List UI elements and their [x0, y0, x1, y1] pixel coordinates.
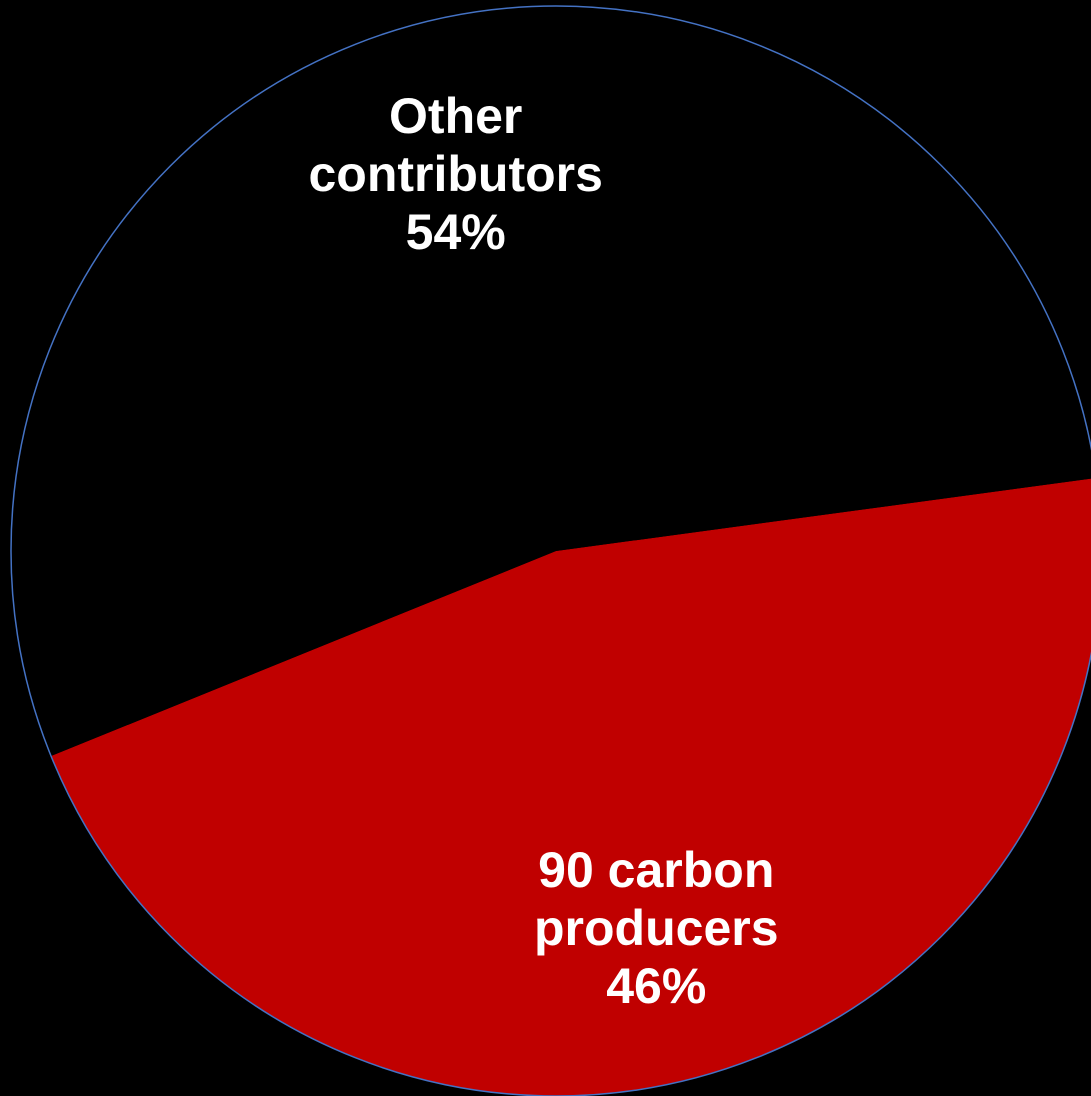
pie-slice-other-contributors [11, 6, 1091, 757]
pie-label-90-carbon-producers: 90 carbon producers 46% [534, 842, 779, 1014]
pie-label-line: 54% [406, 204, 506, 260]
pie-label-line: producers [534, 900, 779, 956]
pie-label-other-contributors: Other contributors 54% [308, 88, 602, 260]
pie-slice-90-carbon-producers [51, 478, 1091, 1096]
pie-label-line: Other [389, 88, 522, 144]
pie-label-line: contributors [308, 146, 602, 202]
pie-outline [10, 5, 1091, 1096]
pie-label-line: 90 carbon [538, 842, 774, 898]
pie-label-line: 46% [606, 958, 706, 1014]
